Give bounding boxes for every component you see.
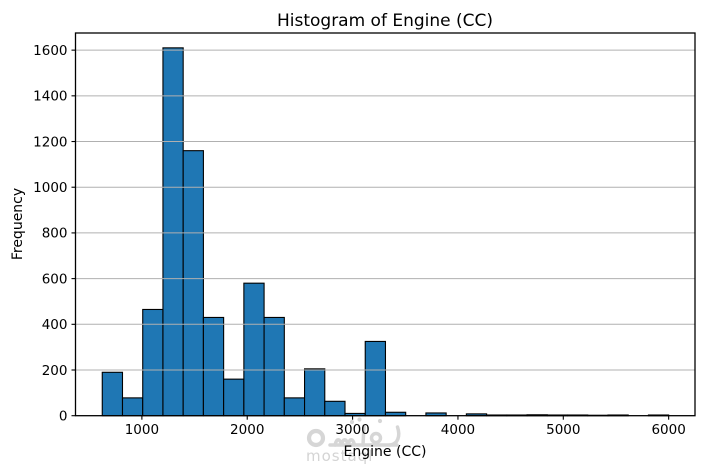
x-tick-label: 2000 <box>230 422 264 438</box>
histogram-bar <box>283 397 306 417</box>
x-tick-label: 5000 <box>546 422 580 438</box>
y-tick-label: 1600 <box>33 43 67 59</box>
histogram-bar <box>101 371 124 417</box>
watermark-ring-icon <box>306 428 326 448</box>
y-tick-label: 1000 <box>33 180 67 196</box>
bars-layer <box>101 47 670 417</box>
histogram-bar <box>202 316 225 417</box>
y-tick-label: 0 <box>59 409 68 425</box>
plot-spines <box>74 32 696 417</box>
watermark-dot <box>377 418 383 424</box>
watermark-qaf-loop <box>369 431 383 445</box>
histogram-bar <box>223 378 245 417</box>
histogram-bar <box>364 340 387 417</box>
y-tick-label: 1400 <box>33 89 67 105</box>
x-tick-label: 3000 <box>335 422 369 438</box>
watermark-stalk-stroke <box>361 424 366 447</box>
histogram-bar <box>243 282 265 417</box>
x-tick-label: 1000 <box>125 422 159 438</box>
watermark-lam-hook <box>388 425 401 447</box>
axes-layer: 1000 2000 3000 4000 5000 6000 0 200 400 600 800 100… <box>33 32 696 438</box>
y-tick-label: 800 <box>42 226 68 242</box>
histogram-bar <box>121 397 144 417</box>
histogram-bar <box>263 316 285 417</box>
y-tick-label: 200 <box>42 363 68 379</box>
watermark-dot <box>349 419 355 425</box>
x-tick-label: 6000 <box>651 422 685 438</box>
grid-layer <box>75 49 695 371</box>
chart-title: Histogram of Engine (CC) <box>276 11 494 31</box>
y-tick-label: 600 <box>42 271 68 287</box>
histogram-bar <box>162 47 184 417</box>
histogram-bar <box>324 400 346 417</box>
histogram-bar <box>303 368 326 417</box>
watermark-arabic-logo <box>306 417 401 448</box>
y-axis-label: Frequency <box>10 187 26 261</box>
watermark-dot <box>357 417 362 422</box>
x-axis-label: Engine (CC) <box>343 444 427 460</box>
histogram-bar <box>182 150 204 417</box>
x-tick-label: 4000 <box>441 422 475 438</box>
watermark-teeth-stroke <box>333 438 357 447</box>
y-tick-label: 1200 <box>33 134 67 150</box>
y-tick-label: 400 <box>42 317 68 333</box>
watermark-latin-text: mostaql <box>306 447 373 465</box>
histogram-bar <box>142 308 164 417</box>
